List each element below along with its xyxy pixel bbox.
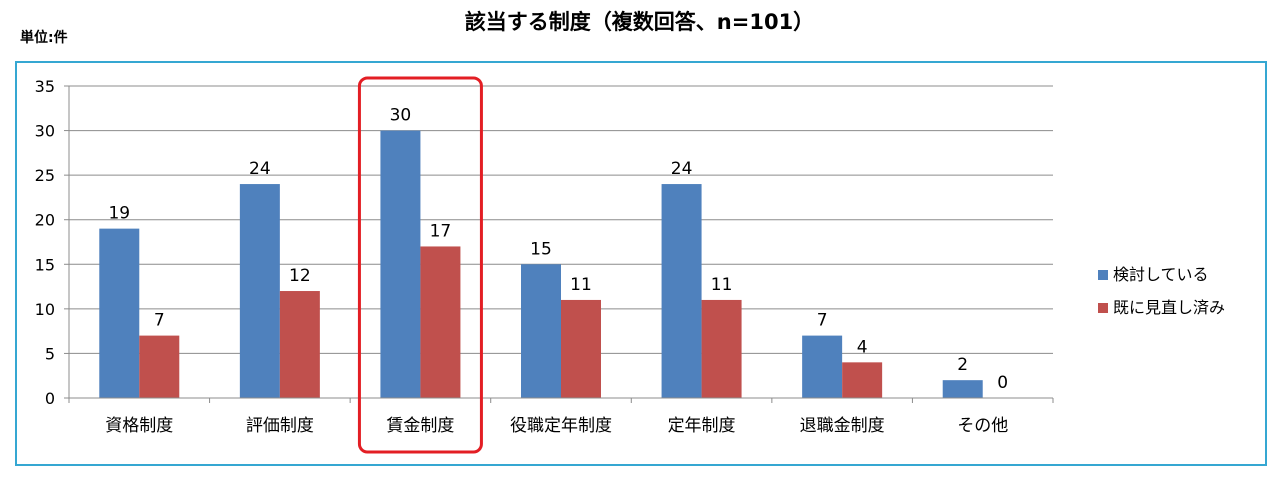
bar-considering-1 bbox=[239, 184, 280, 398]
data-label: 4 bbox=[857, 337, 868, 357]
data-label: 12 bbox=[289, 266, 311, 286]
x-tick-label: 役職定年制度 bbox=[510, 416, 612, 436]
x-tick-label: 定年制度 bbox=[668, 416, 736, 436]
data-label: 2 bbox=[957, 355, 968, 375]
bar-considering-4 bbox=[661, 184, 702, 398]
x-tick-label: 退職金制度 bbox=[800, 416, 885, 436]
axes bbox=[64, 85, 1054, 403]
y-tick-label: 20 bbox=[35, 211, 55, 230]
data-label: 24 bbox=[671, 159, 693, 179]
chart-title: 該当する制度（複数回答、n=101） bbox=[464, 10, 815, 34]
data-label: 30 bbox=[390, 106, 412, 126]
x-tick-label: 資格制度 bbox=[105, 416, 173, 436]
data-label: 24 bbox=[249, 159, 271, 179]
y-tick-label: 35 bbox=[35, 77, 55, 96]
data-label: 7 bbox=[817, 311, 828, 331]
highlight-box bbox=[357, 76, 483, 454]
chart-frame bbox=[15, 61, 1267, 466]
data-label: 11 bbox=[711, 275, 733, 295]
bar-revised-3 bbox=[561, 299, 601, 398]
data-label: 19 bbox=[108, 204, 130, 224]
legend-swatch bbox=[1098, 303, 1108, 313]
bar-considering-3 bbox=[521, 264, 561, 398]
data-label: 11 bbox=[570, 275, 592, 295]
bars bbox=[99, 130, 983, 399]
data-labels: 19 7 24 12 30 17 15 11 24 11 7 4 2 0 bbox=[108, 106, 1008, 393]
bar-revised-0 bbox=[139, 335, 180, 398]
y-tick-label: 10 bbox=[35, 300, 55, 319]
bar-revised-1 bbox=[279, 291, 320, 398]
bar-revised-4 bbox=[701, 299, 742, 398]
data-label: 0 bbox=[997, 373, 1008, 393]
y-tick-label: 25 bbox=[35, 166, 55, 185]
y-tick-label: 30 bbox=[35, 122, 55, 141]
x-tick-label: 評価制度 bbox=[246, 416, 314, 436]
highlight-box-rect bbox=[357, 76, 483, 454]
bar-revised-5 bbox=[842, 362, 883, 398]
bar-considering-5 bbox=[802, 335, 843, 398]
y-tick-label: 5 bbox=[45, 344, 55, 363]
bar-considering-6 bbox=[942, 380, 983, 398]
data-label: 7 bbox=[154, 311, 165, 331]
bar-revised-2 bbox=[420, 246, 461, 398]
legend-label: 既に見直し済み bbox=[1113, 298, 1225, 317]
y-tick-label: 0 bbox=[45, 389, 55, 408]
unit-label: 単位:件 bbox=[20, 30, 68, 46]
data-label: 15 bbox=[530, 239, 552, 259]
y-tick-label: 15 bbox=[35, 255, 55, 274]
bar-considering-2 bbox=[380, 130, 421, 399]
legend-swatch bbox=[1098, 270, 1108, 280]
x-tick-label: その他 bbox=[957, 416, 1008, 436]
legend-label: 検討している bbox=[1113, 265, 1209, 284]
bar-considering-0 bbox=[99, 228, 140, 398]
data-label: 17 bbox=[430, 221, 452, 241]
x-tick-label: 賃金制度 bbox=[386, 416, 454, 436]
